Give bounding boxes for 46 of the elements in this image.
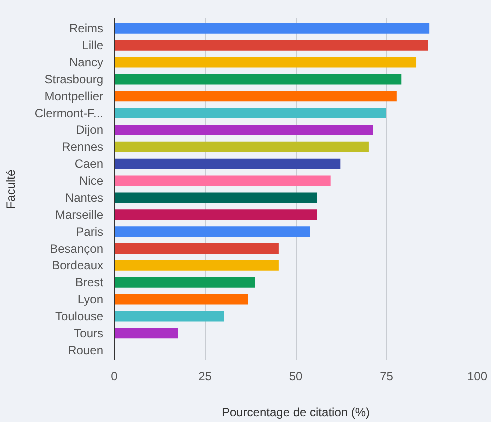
y-tick-label: Besançon	[50, 242, 104, 256]
y-tick-label: Lyon	[78, 292, 104, 307]
bar	[114, 40, 428, 51]
bar	[114, 142, 369, 152]
bar	[114, 91, 397, 102]
y-tick-label: Brest	[75, 276, 104, 290]
x-tick-label: 25	[198, 370, 212, 384]
y-tick-label: Lille	[82, 38, 104, 53]
y-tick-label: Tours	[74, 326, 104, 340]
y-tick-label: Reims	[70, 22, 104, 36]
bar	[114, 328, 178, 339]
x-tick-label: 50	[289, 370, 303, 384]
y-tick-label: Montpellier	[44, 89, 104, 104]
bar	[114, 192, 318, 204]
x-tick-label: 0	[111, 370, 118, 384]
y-tick-label: Bordeaux	[52, 258, 104, 273]
y-tick-label: Caen	[74, 157, 104, 172]
bar	[114, 260, 279, 271]
bar	[114, 210, 318, 220]
y-tick-label: Rouen	[68, 343, 104, 358]
bar	[114, 294, 248, 305]
x-tick-label: 100	[467, 370, 488, 384]
y-tick-label: Strasbourg	[44, 72, 104, 86]
bar	[114, 108, 386, 119]
y-tick-label: Toulouse	[55, 309, 104, 324]
bar	[114, 158, 341, 170]
y-tick-label: Marseille	[55, 208, 104, 222]
bar	[114, 23, 430, 34]
y-tick-label: Nantes	[65, 190, 104, 205]
y-tick-label: Rennes	[62, 140, 104, 154]
y-tick-label: Dijon	[76, 123, 104, 138]
y-tick-label: Paris	[76, 224, 104, 239]
bar	[114, 57, 417, 68]
bar	[114, 277, 256, 288]
x-axis-title: Pourcentage de citation (%)	[222, 406, 370, 420]
y-axis-title: Faculté	[4, 170, 18, 210]
bar	[114, 244, 279, 254]
bar	[114, 124, 374, 136]
bar	[114, 74, 402, 85]
y-tick-label: Nice	[79, 174, 104, 188]
y-tick-label: Nancy	[69, 56, 104, 70]
bar	[114, 226, 310, 238]
y-tick-label: Clermont-F...	[34, 106, 104, 120]
bar	[114, 176, 331, 186]
bar	[114, 311, 224, 322]
x-tick-label: 75	[380, 370, 394, 384]
